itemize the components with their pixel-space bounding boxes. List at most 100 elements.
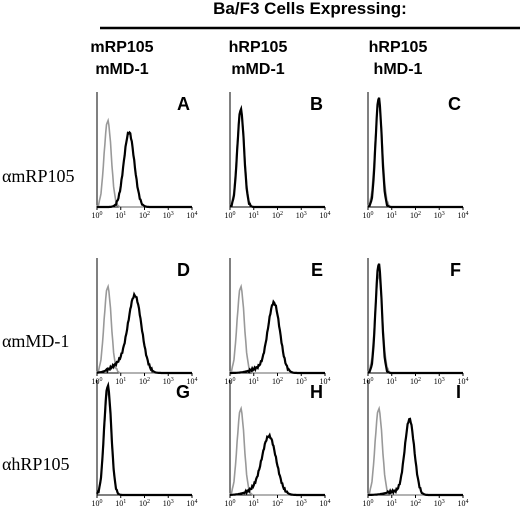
tick-exp: 4: [466, 377, 469, 383]
tick-base: 10: [163, 211, 171, 220]
tick-label: 100: [92, 499, 103, 508]
tick-label: 104: [458, 211, 469, 220]
tick-label: 101: [248, 377, 259, 386]
tick-exp: 3: [304, 377, 307, 383]
tick-exp: 1: [394, 211, 397, 217]
tick-base: 10: [363, 211, 371, 220]
tick-base: 10: [92, 211, 100, 220]
tick-label: 101: [115, 211, 126, 220]
tick-exp: 3: [442, 499, 445, 505]
tick-exp: 0: [233, 377, 236, 383]
tick-base: 10: [458, 211, 466, 220]
tick-label: 103: [163, 211, 174, 220]
tick-label: 104: [320, 211, 331, 220]
tick-base: 10: [458, 377, 466, 386]
tick-label: 104: [458, 499, 469, 508]
tick-exp: 3: [171, 211, 174, 217]
panel-letter: F: [450, 260, 461, 280]
tick-label: 100: [363, 211, 374, 220]
tick-exp: 1: [123, 211, 126, 217]
tick-label: 102: [272, 377, 283, 386]
tick-base: 10: [115, 499, 123, 508]
tick-label: 103: [296, 211, 307, 220]
tick-label: 104: [187, 499, 198, 508]
tick-base: 10: [225, 211, 233, 220]
tick-base: 10: [163, 377, 171, 386]
tick-base: 10: [458, 499, 466, 508]
stain-curve: [230, 299, 325, 375]
tick-base: 10: [248, 211, 256, 220]
tick-label: 100: [92, 211, 103, 220]
stain-curve: [229, 104, 325, 209]
tick-label: 102: [272, 499, 283, 508]
stain-curve: [97, 130, 192, 209]
tick-exp: 1: [123, 377, 126, 383]
tick-base: 10: [386, 499, 394, 508]
tick-base: 10: [320, 211, 328, 220]
tick-label: 100: [363, 499, 374, 508]
column-label: hMD-1: [374, 61, 423, 78]
tick-label: 101: [386, 499, 397, 508]
tick-label: 101: [386, 211, 397, 220]
tick-exp: 2: [418, 499, 421, 505]
tick-label: 103: [434, 377, 445, 386]
tick-base: 10: [410, 499, 418, 508]
tick-exp: 0: [100, 211, 103, 217]
stain-curve: [367, 417, 463, 497]
panel-letter: E: [311, 260, 323, 280]
tick-label: 103: [163, 499, 174, 508]
tick-label: 100: [363, 377, 374, 386]
tick-label: 100: [225, 377, 236, 386]
row-label: αmRP105: [2, 166, 74, 186]
tick-exp: 4: [328, 377, 331, 383]
tick-label: 104: [320, 377, 331, 386]
tick-label: 103: [296, 377, 307, 386]
tick-label: 102: [410, 377, 421, 386]
tick-base: 10: [248, 377, 256, 386]
tick-exp: 4: [466, 499, 469, 505]
tick-base: 10: [296, 211, 304, 220]
tick-label: 101: [115, 377, 126, 386]
isotype-curve: [229, 405, 325, 496]
tick-base: 10: [115, 211, 123, 220]
tick-base: 10: [386, 211, 394, 220]
tick-exp: 0: [100, 377, 103, 383]
panel-letter: C: [448, 94, 461, 114]
tick-exp: 0: [371, 377, 374, 383]
tick-base: 10: [386, 377, 394, 386]
tick-base: 10: [272, 377, 280, 386]
tick-label: 102: [410, 211, 421, 220]
tick-base: 10: [363, 499, 371, 508]
tick-base: 10: [92, 377, 100, 386]
tick-base: 10: [272, 211, 280, 220]
tick-exp: 4: [466, 211, 469, 217]
tick-label: 103: [163, 377, 174, 386]
column-label: hRP105: [229, 39, 288, 56]
tick-label: 102: [139, 211, 150, 220]
panel-letter: G: [176, 382, 190, 402]
panel-letter: H: [310, 382, 323, 402]
tick-base: 10: [363, 377, 371, 386]
tick-exp: 2: [418, 211, 421, 217]
tick-label: 104: [458, 377, 469, 386]
tick-label: 101: [115, 499, 126, 508]
isotype-curve: [96, 117, 192, 208]
tick-exp: 2: [147, 377, 150, 383]
tick-exp: 3: [442, 377, 445, 383]
tick-exp: 0: [233, 499, 236, 505]
tick-base: 10: [434, 211, 442, 220]
tick-base: 10: [139, 499, 147, 508]
tick-exp: 4: [328, 211, 331, 217]
tick-exp: 4: [328, 499, 331, 505]
isotype-curve: [229, 283, 325, 374]
panel-letter: D: [177, 260, 190, 280]
header-title: Ba/F3 Cells Expressing:: [213, 0, 407, 18]
tick-exp: 1: [256, 211, 259, 217]
tick-exp: 1: [394, 499, 397, 505]
tick-exp: 4: [195, 211, 198, 217]
